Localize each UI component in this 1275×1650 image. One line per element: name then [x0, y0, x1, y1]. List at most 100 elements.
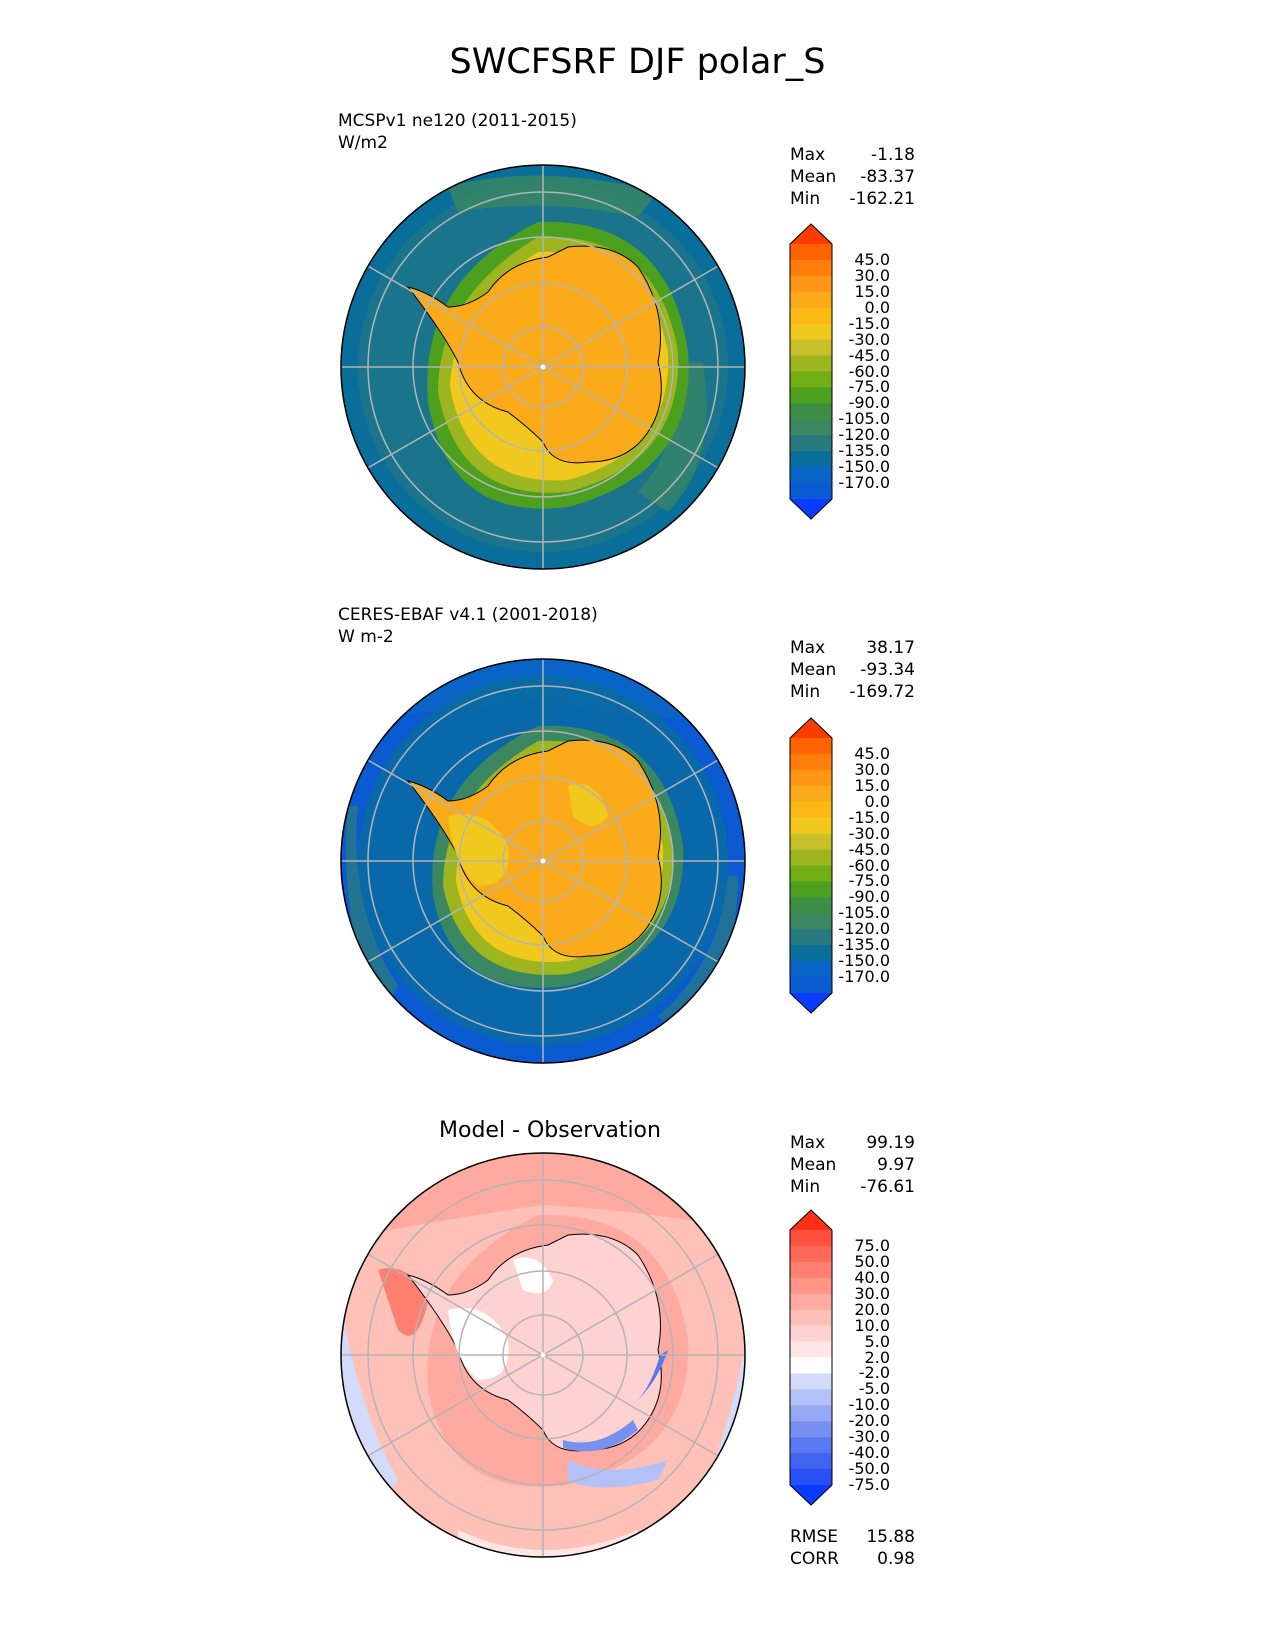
panel-test-name: MCSPv1 ne120 (2011-2015) — [338, 111, 577, 131]
stat-rmse: RMSE 15.88 — [790, 1527, 915, 1547]
colorbar-segment — [790, 1437, 832, 1454]
colorbar-tick-label: -150.0 — [838, 951, 890, 971]
colorbar-extend-min — [790, 499, 832, 519]
stats-diff-skill: RMSE 15.88 CORR 0.98 — [790, 1526, 915, 1570]
panel-test-label: MCSPv1 ne120 (2011-2015) W/m2 — [338, 110, 577, 154]
colorbar-segment — [790, 1421, 832, 1438]
colorbar-tick-label: -135.0 — [838, 935, 890, 955]
colorbar-tick-label: -150.0 — [838, 457, 890, 477]
colorbar-tick-label: -75.0 — [848, 871, 890, 891]
map-diff — [340, 1152, 746, 1558]
colorbar-segment — [790, 753, 832, 771]
colorbar-tick-label: -2.0 — [858, 1363, 890, 1383]
colorbar-tick-label: 0.0 — [864, 791, 890, 811]
colorbar-tick-label: -30.0 — [848, 1427, 890, 1447]
colorbar-segment — [790, 961, 832, 978]
colorbar-segment — [790, 371, 832, 389]
colorbar-segment — [790, 929, 832, 946]
colorbar-tick-label: -20.0 — [848, 1411, 890, 1431]
colorbar-tick-label: 75.0 — [854, 1235, 890, 1255]
colorbar-tick-label: 15.0 — [854, 281, 890, 301]
colorbar-bar — [789, 223, 833, 520]
colorbar-tick-label: -50.0 — [848, 1459, 890, 1479]
colorbar-segment — [790, 1277, 832, 1295]
colorbar-tick-label: 45.0 — [854, 743, 890, 763]
colorbar-segment — [790, 323, 832, 341]
stat-mean: Mean -93.34 — [790, 660, 915, 680]
colorbar-tick-label: -75.0 — [848, 377, 890, 397]
colorbar-bar — [789, 717, 833, 1014]
colorbar-tick-label: -45.0 — [848, 839, 890, 859]
colorbar-tick-label: -60.0 — [848, 855, 890, 875]
colorbar-segment — [790, 291, 832, 309]
colorbar-segment — [790, 1309, 832, 1327]
colorbar-segment — [790, 865, 832, 883]
stat-min: Min -169.72 — [790, 682, 915, 702]
panel-diff-title: Model - Observation — [439, 1118, 661, 1143]
colorbar-segment — [790, 881, 832, 898]
colorbar-segment — [790, 1245, 832, 1263]
colorbar-segment — [790, 1230, 832, 1247]
colorbar-segment — [790, 785, 832, 803]
colorbar-segment — [790, 244, 832, 261]
colorbar-segment — [790, 738, 832, 755]
colorbar-segment — [790, 1469, 832, 1486]
colorbar-test: 45.0 30.0 15.0 0.0 -15.0 -30.0 -45.0 -60.0 -75.0… — [788, 222, 938, 520]
colorbar-tick-label: -105.0 — [838, 409, 890, 429]
colorbar-tick-label: 30.0 — [854, 265, 890, 285]
stat-max: Max -1.18 — [790, 145, 915, 165]
colorbar-tick-label: -75.0 — [848, 1475, 890, 1494]
colorbar-segment — [790, 817, 832, 835]
colorbar-segment — [790, 339, 832, 357]
colorbar-tick-label: -30.0 — [848, 329, 890, 349]
stats-reference: Max 38.17 Mean -93.34 Min -169.72 — [790, 637, 915, 703]
colorbar-segment — [790, 387, 832, 404]
colorbar-extend-min — [790, 993, 832, 1013]
panel-reference-label: CERES-EBAF v4.1 (2001-2018) W m-2 — [338, 604, 598, 648]
colorbar-segment — [790, 1325, 832, 1343]
colorbar-tick-label: 40.0 — [854, 1267, 890, 1287]
colorbar-segment — [790, 1261, 832, 1279]
stat-min: Min -76.61 — [790, 1177, 915, 1197]
colorbar-segment — [790, 275, 832, 293]
colorbar-segment — [790, 307, 832, 325]
colorbar-tick-label: -120.0 — [838, 919, 890, 939]
colorbar-segment — [790, 1293, 832, 1311]
colorbar-tick-label: -60.0 — [848, 361, 890, 381]
stat-max: Max 99.19 — [790, 1133, 915, 1153]
colorbar-segment — [790, 833, 832, 851]
colorbar-extend-min — [790, 1485, 832, 1505]
colorbar-tick-label: -105.0 — [838, 903, 890, 923]
colorbar-tick-label: 50.0 — [854, 1251, 890, 1271]
panel-reference-name: CERES-EBAF v4.1 (2001-2018) — [338, 605, 598, 625]
colorbar-segment — [790, 1389, 832, 1406]
figure-title: SWCFSRF DJF polar_S — [449, 42, 826, 82]
colorbar-extend-max — [790, 224, 832, 244]
colorbar-segment — [790, 1453, 832, 1470]
colorbar-tick-label: -170.0 — [838, 473, 890, 493]
colorbar-segment — [790, 849, 832, 867]
colorbar-tick-label: 30.0 — [854, 1283, 890, 1303]
panel-reference-units: W m-2 — [338, 627, 394, 647]
colorbar-segment — [790, 1405, 832, 1422]
colorbar-segment — [790, 403, 832, 420]
colorbar-bar — [789, 1209, 833, 1506]
colorbar-tick-label: 10.0 — [854, 1315, 890, 1335]
colorbar-segment — [790, 355, 832, 373]
colorbar-tick-label: -135.0 — [838, 441, 890, 461]
colorbar-segment — [790, 1357, 832, 1375]
colorbar-tick-label: -120.0 — [838, 425, 890, 445]
colorbar-tick-label: 30.0 — [854, 759, 890, 779]
colorbar-segment — [790, 483, 832, 500]
stat-mean: Mean 9.97 — [790, 1155, 915, 1175]
stat-mean: Mean -83.37 — [790, 167, 915, 187]
colorbar-segment — [790, 419, 832, 436]
colorbar-segment — [790, 451, 832, 468]
colorbar-tick-label: -5.0 — [858, 1379, 890, 1399]
colorbar-segment — [790, 801, 832, 819]
colorbar-tick-label: -30.0 — [848, 823, 890, 843]
stat-corr: CORR 0.98 — [790, 1549, 915, 1569]
colorbar-tick-label: 5.0 — [864, 1331, 890, 1351]
map-reference — [340, 658, 746, 1064]
stat-min: Min -162.21 — [790, 189, 915, 209]
